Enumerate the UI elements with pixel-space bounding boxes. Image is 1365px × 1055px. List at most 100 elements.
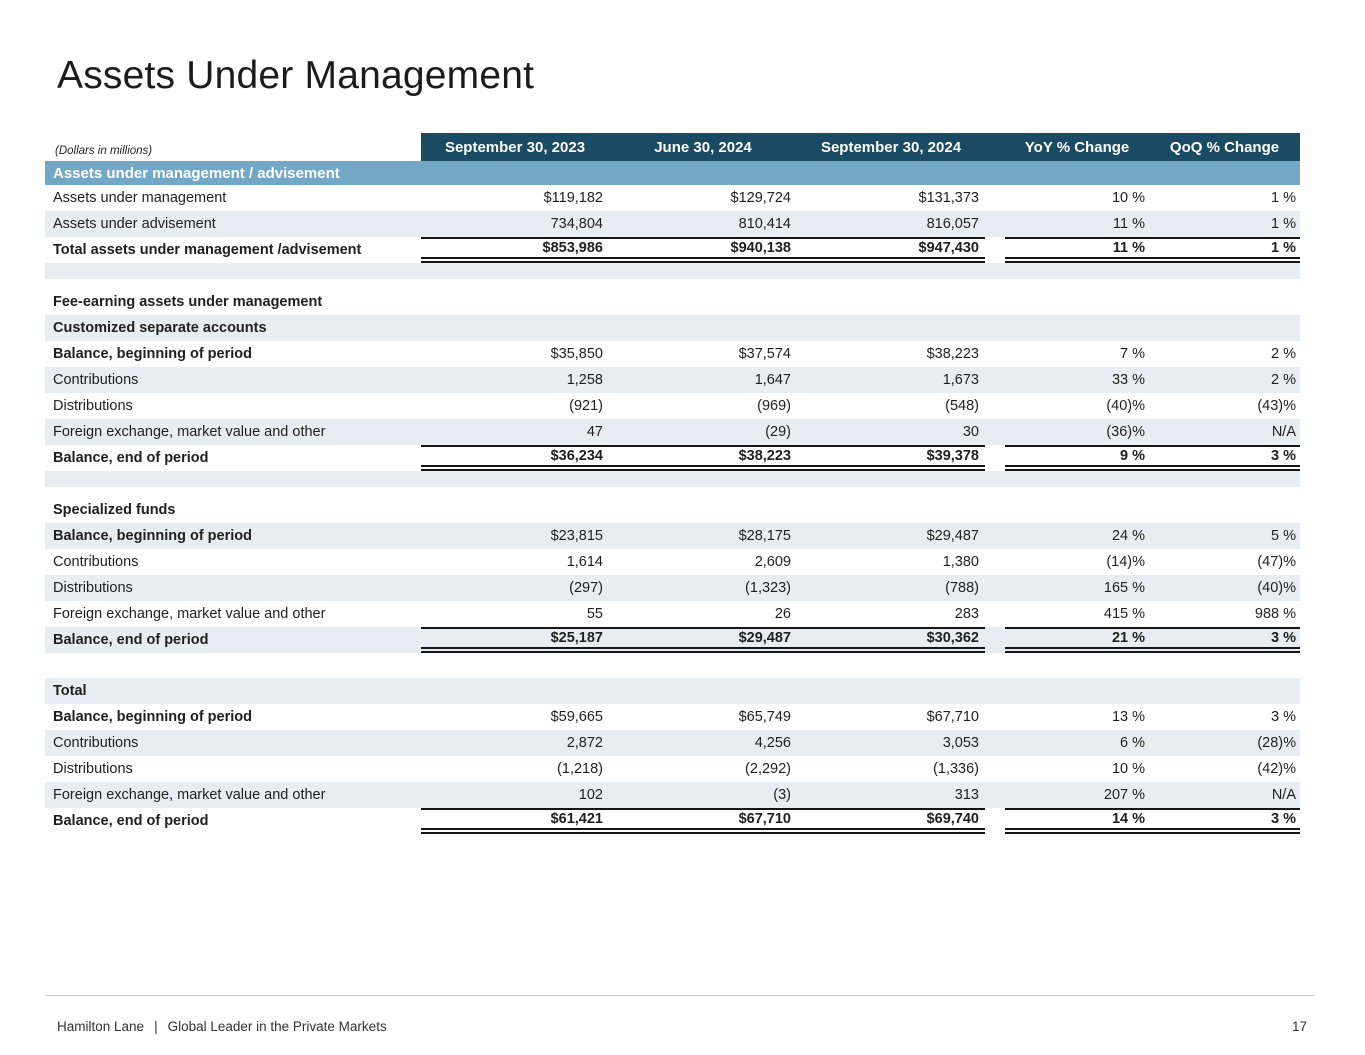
row-label: Total assets under management /advisemen… [53,242,362,258]
aum-table: (Dollars in millions) September 30, 2023… [45,133,1300,834]
cell-value: (1,218) [557,761,603,777]
cell-value: N/A [1271,424,1296,440]
cell-value: 1,380 [942,554,979,570]
table-row: Distributions (1,218) (2,292) (1,336) 10 % (4… [45,756,1300,782]
total-row: Balance, end of period $61,421 $67,710 $69,… [45,808,1300,834]
column-header-jun-2024: June 30, 2024 [609,133,797,161]
gap-cell [985,808,1005,834]
cell-value: 4,256 [754,735,791,751]
table-body: Assets under management / advisement Asse… [45,161,1300,834]
gap-cell [985,704,1005,730]
cell-value: 207 % [1103,787,1145,803]
cell-value: 2 % [1271,372,1296,388]
cell-value: $65,749 [738,709,791,725]
cell-value: (42)% [1257,761,1296,777]
cell-value: 734,804 [550,216,603,232]
cell-value: $131,373 [918,190,979,206]
gap-cell [985,367,1005,393]
gap-cell [985,341,1005,367]
cell-value: $39,378 [797,445,985,471]
table-row: Balance, beginning of period $35,850 $37,5… [45,341,1300,367]
row-label: Balance, end of period [53,450,209,466]
gap-cell [985,211,1005,237]
cell-value: 24 % [1111,528,1145,544]
cell-value: 3 % [1149,627,1300,653]
gap-cell [985,185,1005,211]
row-label: Distributions [53,580,133,596]
cell-value: 26 [774,606,791,622]
cell-value: 3 % [1149,808,1300,834]
row-label: Contributions [53,372,139,388]
row-label: Distributions [53,761,133,777]
cell-value: (3) [773,787,791,803]
total-row: Balance, end of period $25,187 $29,487 $30,… [45,627,1300,653]
cell-value: $38,223 [926,346,979,362]
footer-tagline: Global Leader in the Private Markets [167,1019,387,1034]
cell-value: 283 [954,606,979,622]
spacer-row [45,653,1300,678]
total-row: Balance, end of period $36,234 $38,223 $39,… [45,445,1300,471]
row-label: Balance, end of period [53,632,209,648]
row-label: Balance, beginning of period [53,346,252,362]
row-label: Balance, beginning of period [53,709,252,725]
gap-cell [985,523,1005,549]
cell-value: $25,187 [421,627,609,653]
section-row: Specialized funds [45,497,1300,523]
cell-value: 33 % [1111,372,1145,388]
gap-cell [985,549,1005,575]
cell-value: 3 % [1149,445,1300,471]
cell-value: 10 % [1111,190,1145,206]
cell-value: (40)% [1106,398,1145,414]
cell-value: $35,850 [550,346,603,362]
row-label: Foreign exchange, market value and other [53,787,326,803]
cell-value: $69,740 [797,808,985,834]
section-row: Customized separate accounts [45,315,1300,341]
cell-value: 313 [954,787,979,803]
cell-value: (297) [569,580,603,596]
cell-value: $67,710 [609,808,797,834]
cell-value: (43)% [1257,398,1296,414]
cell-value: 21 % [1005,627,1149,653]
cell-value: 415 % [1103,606,1145,622]
cell-value: (921) [569,398,603,414]
page-number: 17 [1291,1019,1307,1034]
row-label: Distributions [53,398,133,414]
cell-value: 13 % [1111,709,1145,725]
row-label: Foreign exchange, market value and other [53,424,326,440]
gap-cell [985,730,1005,756]
column-header-gap [985,133,1005,161]
footer-divider [45,995,1315,996]
table-row: Foreign exchange, market value and other… [45,601,1300,627]
gap-cell [985,237,1005,263]
cell-value: (969) [757,398,791,414]
row-label: Balance, end of period [53,813,209,829]
cell-value: 7 % [1120,346,1145,362]
row-label: Contributions [53,735,139,751]
cell-value: 1 % [1271,216,1296,232]
table-row: Assets under advisement 734,804 810,414 816… [45,211,1300,237]
cell-value: 6 % [1120,735,1145,751]
table-row: Assets under management $119,182 $129,724 $… [45,185,1300,211]
row-label: Assets under advisement [53,216,216,232]
cell-value: 2 % [1271,346,1296,362]
table-row: Contributions 1,258 1,647 1,673 33 % 2 % [45,367,1300,393]
cell-value: 165 % [1103,580,1145,596]
column-header-sep-2024: September 30, 2024 [797,133,985,161]
units-note: (Dollars in millions) [45,133,421,161]
gap-cell [985,419,1005,445]
cell-value: (548) [945,398,979,414]
cell-value: (1,336) [933,761,979,777]
cell-value: 5 % [1271,528,1296,544]
cell-value: 9 % [1005,445,1149,471]
footer: Hamilton Lane | Global Leader in the Pri… [57,1019,387,1034]
gap-cell [985,575,1005,601]
cell-value: (29) [765,424,791,440]
cell-value: 2,872 [566,735,603,751]
cell-value: 2,609 [754,554,791,570]
cell-value: (28)% [1257,735,1296,751]
row-label: Balance, beginning of period [53,528,252,544]
column-header-sep-2023: September 30, 2023 [421,133,609,161]
total-row: Total assets under management /advisemen… [45,237,1300,263]
gap-cell [985,627,1005,653]
cell-value: $29,487 [609,627,797,653]
